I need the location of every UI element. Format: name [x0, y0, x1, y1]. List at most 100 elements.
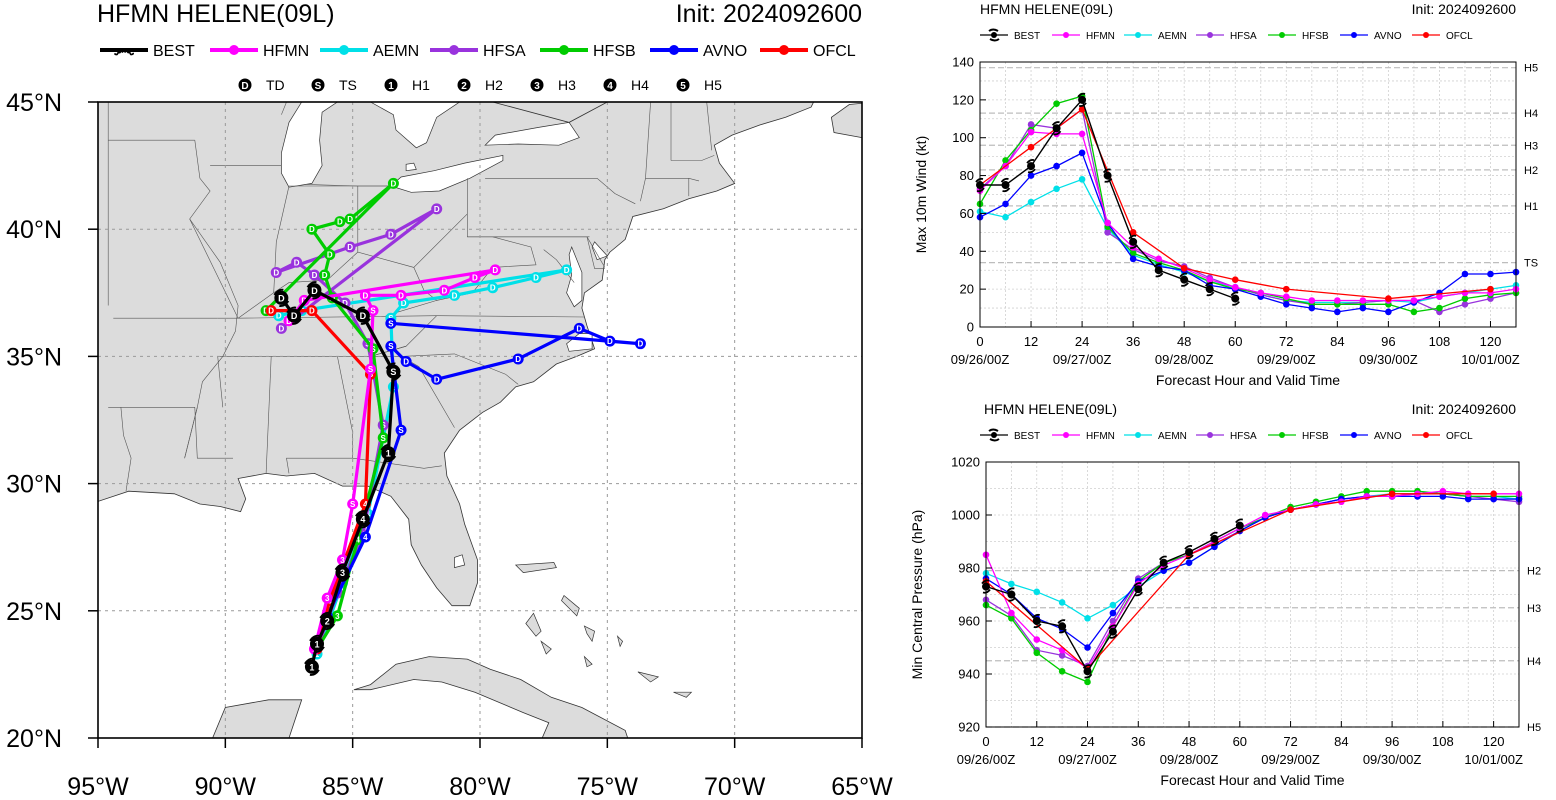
data-point [1464, 495, 1472, 503]
hurricane-icon [1108, 624, 1118, 639]
state-border [189, 218, 239, 319]
data-point [1385, 295, 1392, 302]
map-lat-label: 35°N [6, 343, 62, 371]
data-point [1388, 490, 1396, 498]
wind-svg-init: Init: 2024092600 [1412, 1, 1517, 17]
best-point [1052, 124, 1061, 133]
map-lat-label: 25°N [6, 598, 62, 626]
y-tick-label: 120 [952, 92, 974, 107]
map-legend-aemn: AEMN [320, 43, 419, 60]
x-tick-label: 108 [1429, 334, 1451, 349]
cuba-land [353, 656, 629, 738]
track-marker [291, 256, 303, 268]
track-intensity: D [268, 307, 274, 316]
map-legend-hfsb: HFSB [540, 43, 636, 60]
series-line-hfsb [979, 95, 1517, 313]
track-marker [431, 373, 443, 385]
track-marker [359, 531, 371, 543]
state-border [306, 184, 358, 187]
lake-st-clair [405, 162, 417, 172]
legend-avno: AVNO [1340, 31, 1402, 42]
x-axis-label: Forecast Hour and Valid Time [1160, 772, 1344, 788]
track-intensity: S [370, 345, 376, 354]
intensity-symbol-h1 [384, 78, 398, 92]
hurricane-icon [1204, 282, 1215, 297]
hurricane-icon [309, 634, 325, 654]
track-intensity: S [388, 342, 394, 351]
track-marker [321, 592, 333, 604]
track-intensity: D [273, 268, 279, 277]
data-point [1231, 276, 1239, 283]
x-tick-label: 0 [982, 734, 989, 749]
track-intensity: D [278, 324, 284, 333]
best-point [1007, 590, 1016, 599]
y-tick-label: 980 [958, 561, 980, 576]
track-intensity: D [322, 271, 328, 280]
map-lat-label: 45°N [6, 89, 62, 117]
data-point [1410, 297, 1418, 304]
bahamas-island [673, 691, 693, 698]
track-intensity: S [398, 426, 404, 435]
track-intensity: D [276, 312, 282, 321]
map-legend-marker [229, 45, 239, 55]
map-lat-label: 30°N [6, 471, 62, 499]
hurricane-icon [1006, 587, 1017, 602]
legend-marker [1063, 432, 1069, 438]
data-point [1180, 265, 1188, 272]
track-marker [449, 289, 461, 301]
intensity-symbol-text: D [241, 81, 248, 92]
best-point [1001, 181, 1010, 190]
track-intensity: D [564, 266, 570, 275]
track-intensity: D [492, 266, 498, 275]
x-tick-label: 60 [1228, 334, 1242, 349]
best-point [1154, 266, 1163, 275]
track-marker [344, 213, 356, 225]
map-legend-label: OFCL [813, 43, 856, 60]
map-lon-label: 80°W [449, 773, 511, 800]
jamaica-land [523, 776, 574, 791]
best-track-intensity: D [291, 311, 298, 321]
data-point [1185, 559, 1193, 566]
legend-hfsb: HFSB [1268, 431, 1329, 442]
map-lon-label: 70°W [704, 773, 766, 800]
legend-label: OFCL [1446, 431, 1473, 442]
map-legend-label: HFSA [483, 43, 526, 60]
intensity-symbol-td [238, 78, 252, 92]
best-point [1185, 548, 1194, 557]
legend-marker [991, 432, 997, 438]
date-label: 09/29/00Z [1261, 752, 1320, 767]
intensity-symbol-h5 [676, 78, 690, 92]
y-axis-label: Min Central Pressure (hPa) [909, 510, 925, 680]
track-marker [344, 241, 356, 253]
best-point [1129, 237, 1138, 246]
track-marker [400, 355, 412, 367]
map-lon-label: 65°W [831, 773, 893, 800]
hurricane-icon [385, 362, 402, 381]
series-aemn [976, 176, 1520, 306]
best-track-marker [307, 283, 322, 298]
track-marker [395, 289, 407, 301]
legend-label: HFMN [1086, 31, 1115, 42]
x-tick-label: 72 [1283, 734, 1297, 749]
intensity-symbol-text: 5 [680, 81, 686, 92]
track-marker [561, 264, 573, 276]
x-tick-label: 96 [1381, 334, 1395, 349]
date-label: 10/01/00Z [1464, 752, 1523, 767]
y-tick-label: 940 [958, 667, 980, 682]
series-ofcl [982, 490, 1497, 672]
hurricane-icon [1128, 234, 1138, 249]
y-axis-label: Max 10m Wind (kt) [913, 136, 929, 253]
intensity-legend-label: H5 [704, 77, 722, 93]
track-intensity: S [381, 421, 387, 430]
date-label: 09/26/00Z [951, 352, 1010, 367]
track-intensity: 1 [315, 650, 320, 659]
best-point [1083, 667, 1092, 676]
bahamas-island [540, 640, 552, 655]
map-legend-marker [339, 45, 349, 55]
y-tick-label: 140 [952, 55, 974, 70]
legend-marker [1279, 432, 1285, 438]
hurricane-icon [355, 510, 371, 529]
hurricane-icon [1051, 121, 1062, 136]
intensity-symbol-text: 3 [534, 81, 540, 92]
lake-okeechobee [454, 554, 466, 569]
